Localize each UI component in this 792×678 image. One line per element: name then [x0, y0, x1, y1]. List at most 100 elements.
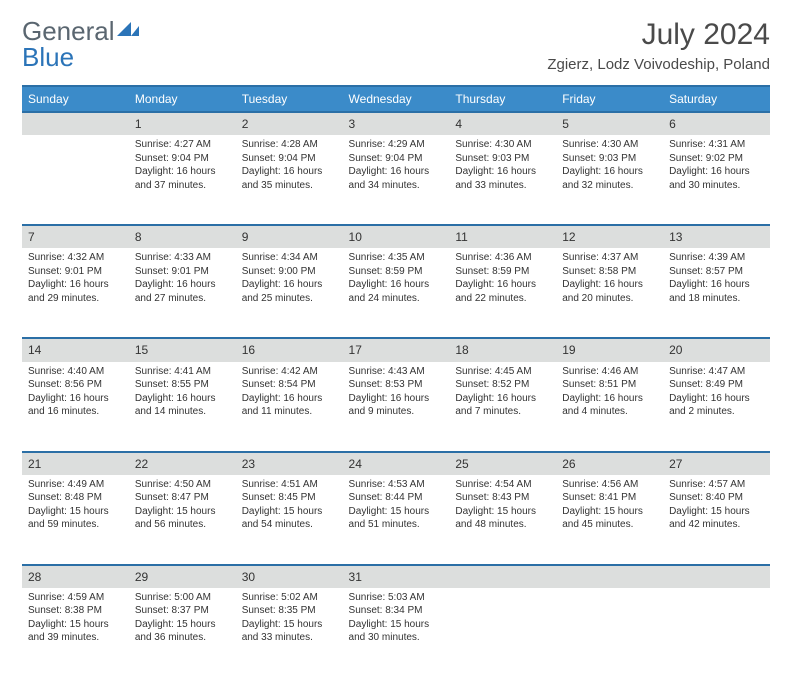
daylight-text-1: Daylight: 16 hours [242, 392, 337, 406]
daylight-text-1: Daylight: 16 hours [349, 278, 444, 292]
daylight-text-2: and 18 minutes. [669, 292, 764, 306]
sunrise-text: Sunrise: 4:43 AM [349, 365, 444, 379]
sunset-text: Sunset: 8:41 PM [562, 491, 657, 505]
day-cell: Sunrise: 4:29 AMSunset: 9:04 PMDaylight:… [343, 135, 450, 225]
day-number-cell: 18 [449, 338, 556, 361]
day-number-cell: 27 [663, 452, 770, 475]
daylight-text-2: and 30 minutes. [349, 631, 444, 645]
sunset-text: Sunset: 8:59 PM [349, 265, 444, 279]
page-header: General Blue July 2024 Zgierz, Lodz Voiv… [22, 18, 770, 73]
daylight-text-2: and 4 minutes. [562, 405, 657, 419]
day-cell: Sunrise: 4:30 AMSunset: 9:03 PMDaylight:… [449, 135, 556, 225]
sunrise-text: Sunrise: 4:29 AM [349, 138, 444, 152]
daylight-text-2: and 33 minutes. [455, 179, 550, 193]
daynum-row: 21222324252627 [22, 452, 770, 475]
day-number-cell: 20 [663, 338, 770, 361]
sunset-text: Sunset: 8:49 PM [669, 378, 764, 392]
daylight-text-1: Daylight: 16 hours [669, 278, 764, 292]
daylight-text-2: and 22 minutes. [455, 292, 550, 306]
logo-word2: Blue [22, 42, 74, 72]
daylight-text-1: Daylight: 16 hours [135, 392, 230, 406]
daylight-text-1: Daylight: 16 hours [455, 392, 550, 406]
day-cell: Sunrise: 4:49 AMSunset: 8:48 PMDaylight:… [22, 475, 129, 565]
sunset-text: Sunset: 8:44 PM [349, 491, 444, 505]
day-number-cell: 14 [22, 338, 129, 361]
content-row: Sunrise: 4:32 AMSunset: 9:01 PMDaylight:… [22, 248, 770, 338]
sunrise-text: Sunrise: 4:30 AM [562, 138, 657, 152]
sunset-text: Sunset: 9:02 PM [669, 152, 764, 166]
day-cell: Sunrise: 4:40 AMSunset: 8:56 PMDaylight:… [22, 362, 129, 452]
day-cell: Sunrise: 4:56 AMSunset: 8:41 PMDaylight:… [556, 475, 663, 565]
day-cell [663, 588, 770, 678]
sunset-text: Sunset: 8:57 PM [669, 265, 764, 279]
day-number-cell [556, 565, 663, 588]
day-number-cell [663, 565, 770, 588]
sunset-text: Sunset: 8:52 PM [455, 378, 550, 392]
sunrise-text: Sunrise: 4:42 AM [242, 365, 337, 379]
sunrise-text: Sunrise: 4:51 AM [242, 478, 337, 492]
sunset-text: Sunset: 8:56 PM [28, 378, 123, 392]
sunrise-text: Sunrise: 4:28 AM [242, 138, 337, 152]
location-text: Zgierz, Lodz Voivodeship, Poland [547, 56, 770, 73]
daylight-text-2: and 34 minutes. [349, 179, 444, 193]
day-cell: Sunrise: 4:41 AMSunset: 8:55 PMDaylight:… [129, 362, 236, 452]
sunset-text: Sunset: 8:55 PM [135, 378, 230, 392]
day-cell [449, 588, 556, 678]
title-block: July 2024 Zgierz, Lodz Voivodeship, Pola… [547, 18, 770, 73]
daylight-text-1: Daylight: 15 hours [242, 618, 337, 632]
daylight-text-2: and 54 minutes. [242, 518, 337, 532]
daynum-row: 78910111213 [22, 225, 770, 248]
day-number-cell: 2 [236, 112, 343, 135]
day-number-cell: 28 [22, 565, 129, 588]
sunset-text: Sunset: 8:59 PM [455, 265, 550, 279]
day-number-cell: 9 [236, 225, 343, 248]
sunset-text: Sunset: 8:54 PM [242, 378, 337, 392]
daylight-text-2: and 32 minutes. [562, 179, 657, 193]
day-number-cell: 26 [556, 452, 663, 475]
day-number-cell: 21 [22, 452, 129, 475]
daylight-text-2: and 48 minutes. [455, 518, 550, 532]
daylight-text-2: and 42 minutes. [669, 518, 764, 532]
sunrise-text: Sunrise: 4:54 AM [455, 478, 550, 492]
daylight-text-2: and 7 minutes. [455, 405, 550, 419]
sunset-text: Sunset: 8:37 PM [135, 604, 230, 618]
sunset-text: Sunset: 8:34 PM [349, 604, 444, 618]
daylight-text-1: Daylight: 16 hours [135, 278, 230, 292]
content-row: Sunrise: 4:27 AMSunset: 9:04 PMDaylight:… [22, 135, 770, 225]
day-number-cell: 1 [129, 112, 236, 135]
sunrise-text: Sunrise: 4:49 AM [28, 478, 123, 492]
sunrise-text: Sunrise: 4:39 AM [669, 251, 764, 265]
daylight-text-1: Daylight: 15 hours [28, 618, 123, 632]
day-number-cell: 23 [236, 452, 343, 475]
sunrise-text: Sunrise: 5:00 AM [135, 591, 230, 605]
day-number-cell: 7 [22, 225, 129, 248]
day-cell: Sunrise: 4:47 AMSunset: 8:49 PMDaylight:… [663, 362, 770, 452]
day-number-cell: 10 [343, 225, 450, 248]
daylight-text-1: Daylight: 15 hours [669, 505, 764, 519]
daylight-text-1: Daylight: 16 hours [455, 165, 550, 179]
sunrise-text: Sunrise: 4:59 AM [28, 591, 123, 605]
sunset-text: Sunset: 8:58 PM [562, 265, 657, 279]
sunset-text: Sunset: 9:03 PM [562, 152, 657, 166]
daylight-text-1: Daylight: 16 hours [455, 278, 550, 292]
sunset-text: Sunset: 8:43 PM [455, 491, 550, 505]
daylight-text-2: and 27 minutes. [135, 292, 230, 306]
daylight-text-1: Daylight: 15 hours [349, 618, 444, 632]
daylight-text-2: and 45 minutes. [562, 518, 657, 532]
daylight-text-2: and 24 minutes. [349, 292, 444, 306]
sunrise-text: Sunrise: 4:47 AM [669, 365, 764, 379]
daylight-text-1: Daylight: 15 hours [28, 505, 123, 519]
daylight-text-1: Daylight: 15 hours [135, 505, 230, 519]
sunset-text: Sunset: 8:48 PM [28, 491, 123, 505]
day-cell: Sunrise: 5:02 AMSunset: 8:35 PMDaylight:… [236, 588, 343, 678]
daylight-text-2: and 2 minutes. [669, 405, 764, 419]
day-cell: Sunrise: 4:43 AMSunset: 8:53 PMDaylight:… [343, 362, 450, 452]
sunrise-text: Sunrise: 4:56 AM [562, 478, 657, 492]
daylight-text-1: Daylight: 15 hours [242, 505, 337, 519]
sunset-text: Sunset: 8:40 PM [669, 491, 764, 505]
logo-text: General Blue [22, 18, 139, 70]
daylight-text-2: and 59 minutes. [28, 518, 123, 532]
day-number-cell: 15 [129, 338, 236, 361]
daylight-text-2: and 25 minutes. [242, 292, 337, 306]
daylight-text-2: and 14 minutes. [135, 405, 230, 419]
